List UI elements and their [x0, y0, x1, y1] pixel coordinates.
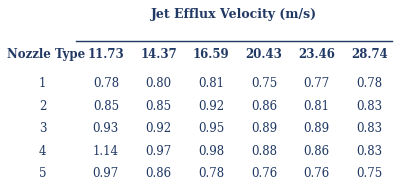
- Text: 28.74: 28.74: [351, 48, 388, 61]
- Text: 0.85: 0.85: [145, 100, 172, 113]
- Text: 4: 4: [39, 145, 46, 158]
- Text: 20.43: 20.43: [245, 48, 282, 61]
- Text: 16.59: 16.59: [193, 48, 230, 61]
- Text: 0.77: 0.77: [303, 77, 330, 90]
- Text: 0.92: 0.92: [145, 122, 172, 135]
- Text: 3: 3: [39, 122, 46, 135]
- Text: 0.83: 0.83: [356, 145, 383, 158]
- Text: 2: 2: [39, 100, 46, 113]
- Text: 0.76: 0.76: [303, 167, 330, 180]
- Text: 0.89: 0.89: [251, 122, 277, 135]
- Text: 0.89: 0.89: [304, 122, 330, 135]
- Text: 0.75: 0.75: [356, 167, 383, 180]
- Text: 1: 1: [39, 77, 46, 90]
- Text: 0.78: 0.78: [356, 77, 383, 90]
- Text: 0.86: 0.86: [251, 100, 277, 113]
- Text: 0.75: 0.75: [251, 77, 277, 90]
- Text: 23.46: 23.46: [298, 48, 335, 61]
- Text: 0.80: 0.80: [145, 77, 172, 90]
- Text: 0.83: 0.83: [356, 100, 383, 113]
- Text: 0.97: 0.97: [93, 167, 119, 180]
- Text: 14.37: 14.37: [140, 48, 177, 61]
- Text: Nozzle Type: Nozzle Type: [7, 48, 85, 61]
- Text: 0.95: 0.95: [198, 122, 224, 135]
- Text: 0.78: 0.78: [198, 167, 224, 180]
- Text: 0.85: 0.85: [93, 100, 119, 113]
- Text: 0.93: 0.93: [93, 122, 119, 135]
- Text: 0.86: 0.86: [145, 167, 172, 180]
- Text: 11.73: 11.73: [87, 48, 124, 61]
- Text: 5: 5: [39, 167, 46, 180]
- Text: 0.83: 0.83: [356, 122, 383, 135]
- Text: 0.97: 0.97: [145, 145, 172, 158]
- Text: 0.81: 0.81: [304, 100, 330, 113]
- Text: Jet Efflux Velocity (m/s): Jet Efflux Velocity (m/s): [151, 8, 317, 21]
- Text: 0.98: 0.98: [198, 145, 224, 158]
- Text: 0.81: 0.81: [198, 77, 224, 90]
- Text: 0.78: 0.78: [93, 77, 119, 90]
- Text: 1.14: 1.14: [93, 145, 119, 158]
- Text: 0.88: 0.88: [251, 145, 277, 158]
- Text: 0.86: 0.86: [304, 145, 330, 158]
- Text: 0.92: 0.92: [198, 100, 224, 113]
- Text: 0.76: 0.76: [251, 167, 277, 180]
